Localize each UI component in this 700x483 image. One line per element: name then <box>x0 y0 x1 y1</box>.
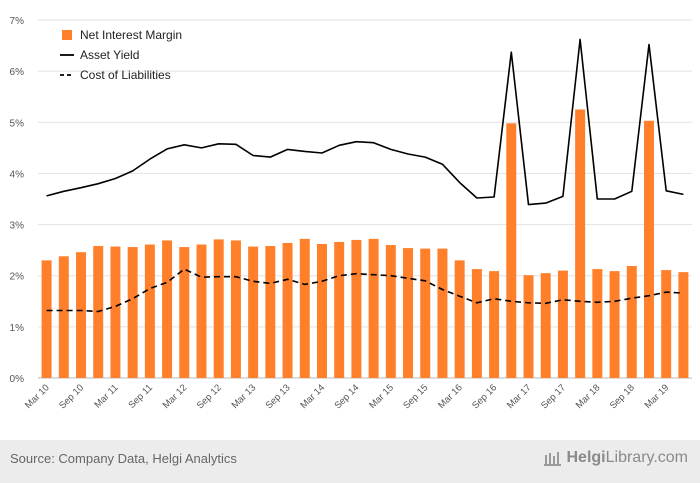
legend-label: Cost of Liabilities <box>80 68 171 82</box>
chart: 0%1%2%3%4%5%6%7% Mar 10 Sep 10 Mar 11 Sep 1… <box>10 16 692 411</box>
x-tick-label: Mar 17 <box>505 382 534 411</box>
bar <box>678 272 689 378</box>
y-tick-label: 7% <box>10 16 25 27</box>
x-tick-label: Mar 10 <box>23 382 52 411</box>
bar <box>179 247 190 378</box>
bar <box>454 260 465 378</box>
bar <box>575 109 586 378</box>
bar <box>420 248 431 378</box>
bar <box>540 273 551 378</box>
y-tick-label: 3% <box>10 221 25 232</box>
bar <box>643 120 654 378</box>
bar <box>506 123 517 379</box>
legend-swatch-bar <box>62 30 72 40</box>
bar <box>368 238 379 378</box>
x-tick-label: Mar 18 <box>574 382 603 411</box>
y-tick-label: 0% <box>10 374 25 385</box>
bar <box>334 241 345 378</box>
brand-logo: HelgiLibrary.com <box>544 449 688 467</box>
x-tick-label: Sep 16 <box>470 382 499 411</box>
bar <box>58 256 69 378</box>
bar <box>351 239 362 378</box>
bar <box>162 240 173 378</box>
bar <box>592 269 603 378</box>
line-series <box>46 38 684 313</box>
library-icon <box>544 452 562 466</box>
bar-series-net-interest-margin <box>41 109 689 379</box>
footer: Source: Company Data, Helgi Analytics He… <box>0 440 700 483</box>
bar <box>403 248 414 378</box>
bar <box>661 270 672 378</box>
brand-suffix: Library.com <box>605 449 688 466</box>
bar <box>489 271 500 378</box>
x-tick-label: Sep 13 <box>264 382 293 411</box>
x-axis-ticks: Mar 10 Sep 10 Mar 11 Sep 11 Mar 12 Sep 12 Mar … <box>23 382 671 411</box>
y-tick-label: 4% <box>10 169 25 180</box>
y-tick-label: 6% <box>10 67 25 78</box>
y-tick-label: 5% <box>10 118 25 129</box>
bar <box>626 265 637 378</box>
x-tick-label: Sep 15 <box>401 382 430 411</box>
x-tick-label: Mar 19 <box>643 382 672 411</box>
bar <box>230 240 241 378</box>
y-tick-label: 2% <box>10 272 25 283</box>
x-tick-label: Mar 14 <box>298 382 327 411</box>
bar <box>213 239 224 378</box>
bar <box>557 270 568 378</box>
bar <box>265 246 276 378</box>
source-note: Source: Company Data, Helgi Analytics <box>10 451 237 466</box>
x-tick-label: Sep 14 <box>332 382 361 411</box>
bar <box>385 245 396 378</box>
legend-label: Asset Yield <box>80 48 139 62</box>
bar <box>471 269 482 378</box>
x-tick-label: Mar 16 <box>436 382 465 411</box>
bar <box>248 246 259 378</box>
x-tick-label: Sep 17 <box>539 382 568 411</box>
y-tick-label: 1% <box>10 323 25 334</box>
x-tick-label: Mar 12 <box>161 382 190 411</box>
bar <box>437 248 448 378</box>
line-cost-of-liabilities <box>46 268 684 313</box>
x-tick-label: Sep 12 <box>195 382 224 411</box>
bar <box>523 275 534 378</box>
x-tick-label: Sep 10 <box>57 382 86 411</box>
bar <box>144 244 155 378</box>
x-tick-label: Sep 11 <box>126 382 155 411</box>
bar <box>41 260 52 378</box>
x-tick-label: Mar 11 <box>92 382 120 410</box>
brand-prefix: Helgi <box>566 449 606 466</box>
legend-label: Net Interest Margin <box>80 28 182 42</box>
bar <box>282 242 293 378</box>
y-axis-ticks: 0% 1% 2% 3% 4% 5% 6% 7% <box>10 16 25 385</box>
legend: Net Interest Margin Asset Yield Cost of Li… <box>60 28 182 82</box>
x-tick-label: Mar 15 <box>367 382 396 411</box>
x-tick-label: Sep 18 <box>608 382 637 411</box>
bar <box>316 244 327 378</box>
bar <box>110 246 121 378</box>
bar <box>127 247 138 378</box>
bar <box>609 271 620 378</box>
bar <box>196 244 207 378</box>
bar <box>299 238 310 378</box>
x-tick-label: Mar 13 <box>230 382 259 411</box>
line-asset-yield <box>46 38 684 206</box>
bar <box>76 252 87 378</box>
